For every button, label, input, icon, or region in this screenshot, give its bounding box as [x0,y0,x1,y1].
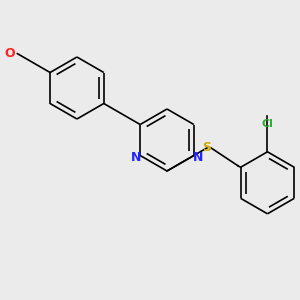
Text: S: S [202,141,211,154]
Text: N: N [131,151,141,164]
Text: N: N [193,151,203,164]
Text: Cl: Cl [262,119,273,129]
Text: O: O [5,47,15,60]
